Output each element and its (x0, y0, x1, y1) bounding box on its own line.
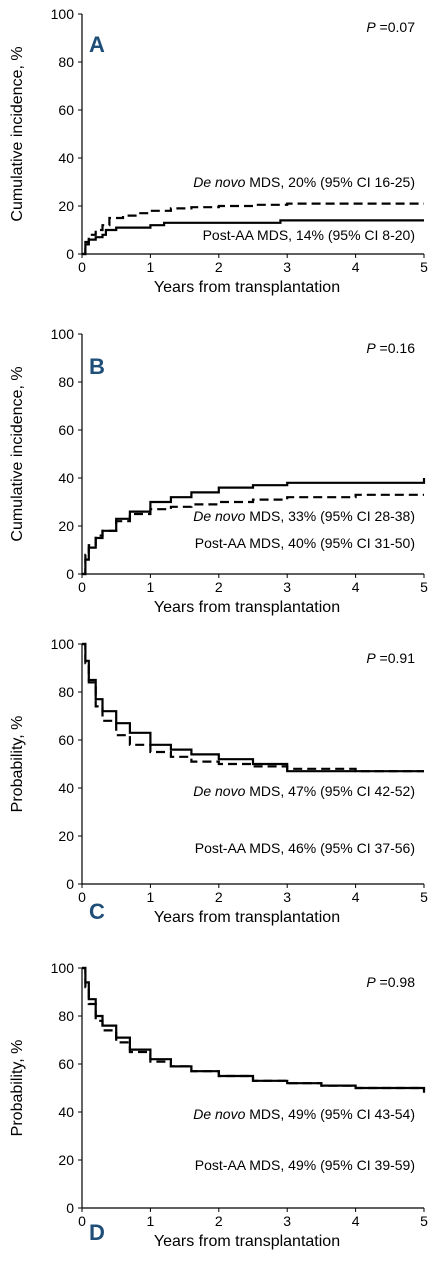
y-tick-label: 100 (51, 960, 75, 976)
series-label: Post-AA MDS, 46% (95% CI 37-56) (195, 840, 415, 856)
y-tick-label: 40 (58, 780, 74, 796)
series-label: De novo MDS, 20% (95% CI 16-25) (193, 174, 415, 190)
p-value: P =0.98 (366, 974, 415, 990)
y-tick-label: 100 (51, 636, 75, 652)
y-tick-label: 20 (58, 518, 74, 534)
y-tick-label: 20 (58, 1152, 74, 1168)
x-tick-label: 4 (352, 1213, 360, 1229)
panel-label: D (89, 1220, 105, 1245)
y-tick-label: 60 (58, 732, 74, 748)
y-axis-label: Probability, % (9, 716, 26, 813)
x-axis-label: Years from transplantation (154, 279, 340, 296)
y-tick-label: 20 (58, 198, 74, 214)
x-axis-label: Years from transplantation (154, 599, 340, 616)
x-tick-label: 5 (420, 259, 428, 275)
x-tick-label: 3 (283, 889, 291, 905)
x-tick-label: 3 (283, 1213, 291, 1229)
y-tick-label: 40 (58, 150, 74, 166)
series-line-de-novo-mds (82, 202, 424, 256)
p-value: P =0.07 (366, 19, 415, 35)
y-axis-label: Probability, % (9, 1040, 26, 1137)
y-tick-label: 80 (58, 54, 74, 70)
series-label: De novo MDS, 47% (95% CI 42-52) (193, 783, 415, 799)
x-tick-label: 4 (352, 579, 360, 595)
x-tick-label: 5 (420, 889, 428, 905)
y-tick-label: 0 (66, 1200, 74, 1216)
series-label: De novo MDS, 33% (95% CI 28-38) (193, 508, 415, 524)
x-tick-label: 4 (352, 259, 360, 275)
y-tick-label: 0 (66, 566, 74, 582)
series-line-post-aa-mds (82, 642, 424, 773)
x-tick-label: 0 (78, 259, 86, 275)
series-label: De novo MDS, 49% (95% CI 43-54) (193, 1106, 415, 1122)
x-tick-label: 3 (283, 259, 291, 275)
x-axis-label: Years from transplantation (154, 909, 340, 926)
series-label: Post-AA MDS, 49% (95% CI 39-59) (195, 1157, 415, 1173)
x-tick-label: 0 (78, 579, 86, 595)
y-tick-label: 100 (51, 6, 75, 22)
chart-panel-a: 0 20 40 60 80 100 0 1 2 3 4 5 Years from transplanta… (9, 6, 428, 296)
y-tick-label: 0 (66, 876, 74, 892)
chart-panel-d: 0 20 40 60 80 100 0 1 2 3 4 5 Years from transplanta… (9, 960, 428, 1250)
x-axis-label: Years from transplantation (154, 1233, 340, 1250)
x-tick-label: 2 (215, 259, 223, 275)
y-axis-label: Cumulative incidence, % (9, 366, 26, 541)
series-line-de-novo-mds (82, 642, 424, 773)
series-line-post-aa-mds (82, 478, 426, 576)
x-tick-label: 3 (283, 579, 291, 595)
x-tick-label: 1 (147, 1213, 155, 1229)
y-tick-label: 80 (58, 374, 74, 390)
x-tick-label: 0 (78, 1213, 86, 1229)
series-line-de-novo-mds (82, 493, 424, 576)
x-tick-label: 1 (147, 889, 155, 905)
x-tick-label: 2 (215, 579, 223, 595)
chart-panel-b: 0 20 40 60 80 100 0 1 2 3 4 5 Years from transplanta… (9, 326, 428, 616)
x-tick-label: 2 (215, 889, 223, 905)
x-tick-label: 4 (352, 889, 360, 905)
series-label: Post-AA MDS, 40% (95% CI 31-50) (195, 535, 415, 551)
p-value: P =0.16 (366, 340, 415, 356)
y-tick-label: 60 (58, 1056, 74, 1072)
series-line-post-aa-mds (82, 219, 424, 256)
x-tick-label: 5 (420, 579, 428, 595)
y-tick-label: 100 (51, 326, 75, 342)
x-tick-label: 2 (215, 1213, 223, 1229)
chart-panel-c: 0 20 40 60 80 100 0 1 2 3 4 5 Years from transplanta… (9, 636, 428, 926)
p-value: P =0.91 (366, 650, 415, 666)
x-tick-label: 1 (147, 259, 155, 275)
panel-label: C (89, 899, 105, 924)
y-tick-label: 60 (58, 422, 74, 438)
x-tick-label: 0 (78, 889, 86, 905)
y-tick-label: 80 (58, 1008, 74, 1024)
y-tick-label: 60 (58, 102, 74, 118)
x-tick-label: 1 (147, 579, 155, 595)
y-tick-label: 0 (66, 246, 74, 262)
y-tick-label: 20 (58, 828, 74, 844)
panel-label: B (89, 354, 105, 379)
y-tick-label: 80 (58, 684, 74, 700)
panel-label: A (89, 32, 105, 57)
y-axis-label: Cumulative incidence, % (9, 46, 26, 221)
series-line-de-novo-mds (82, 966, 426, 1091)
x-tick-label: 5 (420, 1213, 428, 1229)
series-label: Post-AA MDS, 14% (95% CI 8-20) (203, 227, 415, 243)
y-tick-label: 40 (58, 470, 74, 486)
y-tick-label: 40 (58, 1104, 74, 1120)
